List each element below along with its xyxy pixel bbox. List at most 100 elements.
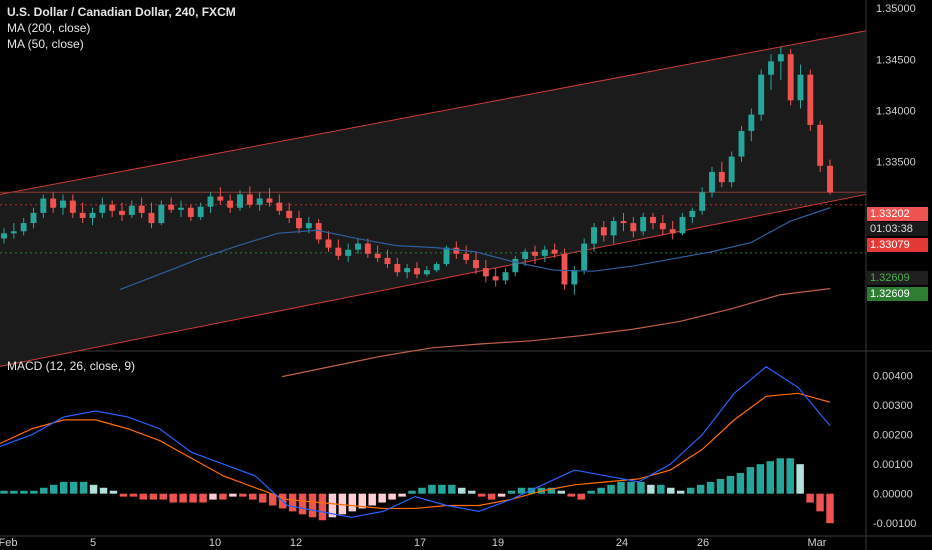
macd-pane[interactable]	[0, 366, 834, 524]
candle-body	[69, 200, 76, 213]
macd-histogram-bar	[159, 493, 167, 500]
symbol-title[interactable]: U.S. Dollar / Canadian Dollar, 240, FXCM	[7, 5, 236, 19]
candle-body	[738, 130, 745, 157]
macd-histogram-bar	[30, 490, 38, 494]
ma50-line	[119, 207, 831, 291]
red-level-tag: 1.33079	[867, 238, 928, 252]
candle-body	[659, 223, 666, 230]
macd-histogram-bar	[587, 490, 595, 494]
candle-body	[650, 216, 656, 224]
candle-body	[482, 268, 489, 277]
macd-histogram-bar	[10, 490, 18, 494]
macd-histogram-bar	[627, 481, 635, 494]
macd-histogram-bar	[597, 487, 605, 494]
candle-body	[246, 194, 253, 205]
macd-histogram-bar	[696, 484, 705, 494]
macd-histogram-bar	[199, 493, 207, 503]
candle-body	[207, 196, 214, 207]
candle-body	[374, 253, 381, 258]
date-tick-label: 26	[697, 537, 709, 549]
macd-legend: MACD (12, 26, close, 9)	[7, 358, 135, 374]
last-price-tag: 1.33202	[867, 207, 928, 221]
ma200-legend[interactable]: MA (200, close)	[7, 21, 91, 35]
candle-body	[1, 233, 7, 239]
candle-body	[197, 206, 204, 217]
macd-histogram-bar	[756, 464, 765, 494]
candle-body	[473, 259, 479, 269]
macd-histogram-bar	[119, 493, 128, 497]
green-tag-value: 1.32609	[870, 288, 910, 300]
candle-body	[168, 204, 175, 210]
candle-body	[276, 202, 283, 211]
macd-histogram-bar	[40, 487, 48, 494]
macd-histogram-bar	[686, 487, 695, 494]
candle-body	[561, 253, 568, 285]
price-axis[interactable]: 1.35000 1.34500 1.34000 1.33500 0.00400 0.003…	[873, 3, 916, 530]
macd-histogram-bar	[796, 464, 804, 494]
candle-body	[758, 74, 765, 115]
candle-body	[217, 196, 224, 201]
candle-body	[414, 268, 420, 275]
candle-body	[286, 210, 293, 218]
macd-histogram-bar	[388, 493, 396, 500]
green-level-value: 1.32609	[870, 272, 910, 284]
macd-histogram-bar	[448, 484, 456, 494]
candle-body	[119, 210, 125, 215]
candle-body	[551, 249, 558, 254]
macd-histogram-bar	[786, 458, 794, 494]
candle-body	[817, 124, 824, 166]
candle-body	[423, 270, 430, 275]
candle-body	[610, 221, 617, 236]
macd-histogram-bar	[766, 461, 775, 494]
macd-tick-label: 0.00400	[873, 371, 913, 383]
candle-body	[158, 204, 165, 224]
candle-body	[364, 243, 371, 254]
macd-title[interactable]: MACD (12, 26, close, 9)	[7, 359, 136, 373]
candle-body	[453, 247, 460, 254]
macd-signal-line	[0, 392, 831, 510]
macd-histogram-bar	[229, 493, 237, 497]
candle-body	[227, 200, 234, 208]
macd-histogram-bar	[617, 481, 625, 494]
date-tick-label: 17	[414, 537, 426, 549]
red-level-value: 1.33079	[870, 239, 910, 251]
price-tick-label: 1.34000	[876, 106, 916, 118]
macd-histogram-bar	[826, 493, 834, 524]
candle-body	[777, 54, 784, 62]
macd-histogram-bar	[726, 475, 735, 494]
macd-histogram-bar	[189, 493, 197, 503]
macd-histogram-bar	[239, 493, 247, 497]
macd-histogram-bar	[418, 487, 426, 494]
countdown-tag: 01:03:38	[867, 222, 928, 236]
candle-body	[443, 247, 450, 265]
macd-histogram-bar	[69, 481, 78, 494]
ma50-legend[interactable]: MA (50, close)	[7, 37, 84, 51]
ma200-line	[281, 288, 831, 378]
candle-body	[394, 264, 401, 273]
candle-body	[50, 198, 57, 208]
candle-body	[669, 229, 676, 234]
candle-body	[138, 205, 145, 213]
candle-body	[40, 198, 47, 213]
candle-body	[571, 270, 578, 285]
candle-body	[600, 227, 607, 236]
candle-body	[305, 223, 312, 229]
channel-upper-line	[0, 30, 867, 195]
candle-body	[266, 198, 273, 203]
channel-fill	[0, 30, 866, 367]
candle-body	[404, 268, 411, 273]
macd-histogram-bar	[358, 493, 366, 509]
price-tick-label: 1.34500	[876, 54, 916, 66]
candle-body	[355, 243, 361, 250]
time-axis[interactable]: Feb 5 10 12 17 19 24 26 Mar	[0, 535, 932, 549]
macd-histogram-bar	[497, 493, 506, 497]
macd-histogram-bar	[736, 473, 745, 494]
macd-histogram-bar	[507, 490, 516, 494]
candle-body	[128, 205, 135, 215]
date-tick-label: Feb	[0, 537, 17, 549]
candle-body	[591, 227, 597, 244]
macd-tick-label: 0.00100	[873, 459, 913, 471]
candle-body	[522, 251, 529, 259]
candle-body	[10, 231, 17, 234]
